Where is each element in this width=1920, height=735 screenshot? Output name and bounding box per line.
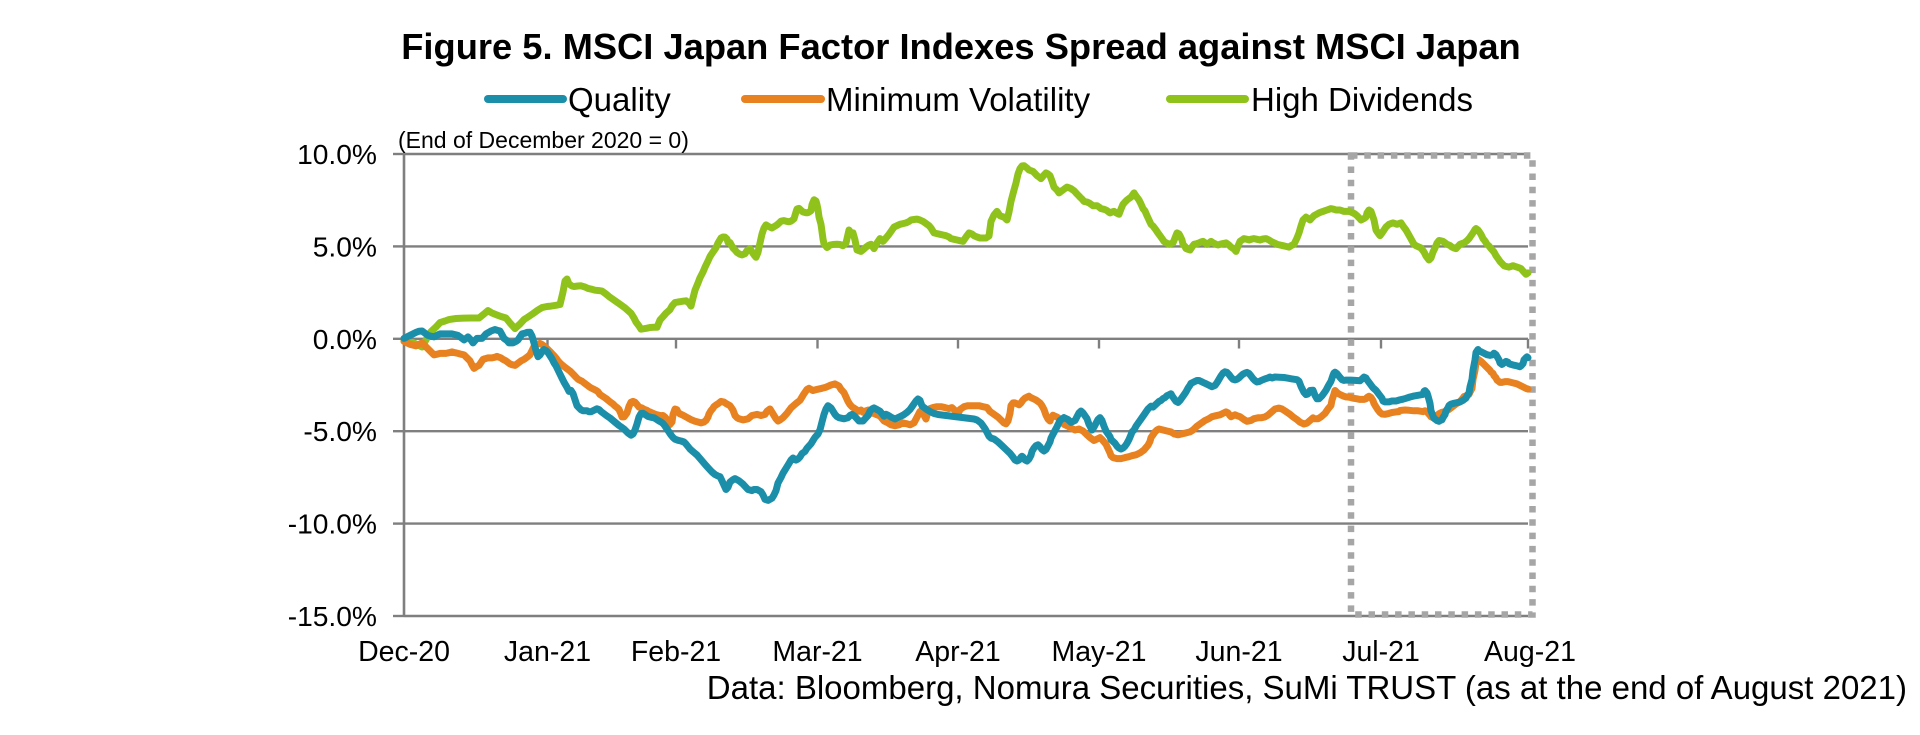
- svg-text:Jul-21: Jul-21: [1342, 636, 1420, 668]
- svg-text:Jan-21: Jan-21: [504, 636, 591, 668]
- svg-text:Dec-20: Dec-20: [358, 636, 450, 668]
- svg-text:Figure 5. MSCI Japan Factor In: Figure 5. MSCI Japan Factor Indexes Spre…: [401, 26, 1520, 67]
- svg-text:0.0%: 0.0%: [313, 323, 377, 355]
- svg-text:Feb-21: Feb-21: [631, 636, 721, 668]
- svg-text:Data: Bloomberg, Nomura Securi: Data: Bloomberg, Nomura Securities, SuMi…: [707, 669, 1907, 706]
- svg-text:May-21: May-21: [1051, 636, 1146, 668]
- svg-text:-15.0%: -15.0%: [288, 600, 377, 632]
- svg-text:Quality: Quality: [568, 81, 671, 118]
- svg-text:10.0%: 10.0%: [297, 138, 377, 170]
- svg-text:High Dividends: High Dividends: [1251, 81, 1473, 118]
- svg-text:Apr-21: Apr-21: [915, 636, 1001, 668]
- svg-text:-10.0%: -10.0%: [288, 508, 377, 540]
- svg-text:-5.0%: -5.0%: [303, 415, 377, 447]
- svg-text:5.0%: 5.0%: [313, 230, 377, 262]
- svg-text:Minimum Volatility: Minimum Volatility: [826, 81, 1091, 118]
- svg-text:Mar-21: Mar-21: [772, 636, 862, 668]
- svg-text:Aug-21: Aug-21: [1484, 636, 1576, 668]
- svg-text:(End of December 2020 = 0): (End of December 2020 = 0): [398, 127, 689, 153]
- svg-text:Jun-21: Jun-21: [1195, 636, 1282, 668]
